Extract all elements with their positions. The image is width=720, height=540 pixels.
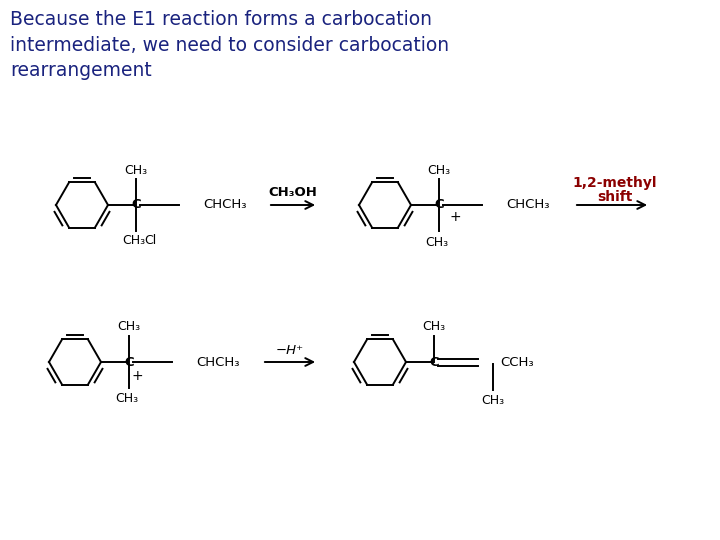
- Text: CHCH₃: CHCH₃: [506, 199, 549, 212]
- Text: CH₃: CH₃: [426, 235, 449, 248]
- Text: C: C: [124, 355, 134, 368]
- Text: Because the E1 reaction forms a carbocation
intermediate, we need to consider ca: Because the E1 reaction forms a carbocat…: [10, 10, 449, 80]
- Text: CH₃: CH₃: [115, 393, 138, 406]
- Text: +: +: [449, 210, 461, 224]
- Text: +: +: [131, 369, 143, 383]
- Text: CH₃: CH₃: [117, 321, 140, 334]
- Text: C: C: [434, 199, 444, 212]
- Text: C: C: [131, 199, 141, 212]
- Text: CH₃: CH₃: [122, 234, 145, 247]
- Text: CH₃: CH₃: [482, 394, 505, 407]
- Text: C: C: [429, 355, 438, 368]
- Text: 1,2-methyl: 1,2-methyl: [572, 176, 657, 190]
- Text: shift: shift: [598, 190, 633, 204]
- Text: −H⁺: −H⁺: [276, 343, 304, 356]
- Text: CH₃: CH₃: [423, 321, 446, 334]
- Text: CH₃OH: CH₃OH: [269, 186, 318, 199]
- Text: CH₃: CH₃: [428, 164, 451, 177]
- Text: CHCH₃: CHCH₃: [196, 355, 240, 368]
- Text: CHCH₃: CHCH₃: [203, 199, 246, 212]
- Text: CCH₃: CCH₃: [500, 355, 534, 368]
- Text: Cl: Cl: [144, 234, 156, 247]
- Text: CH₃: CH₃: [125, 164, 148, 177]
